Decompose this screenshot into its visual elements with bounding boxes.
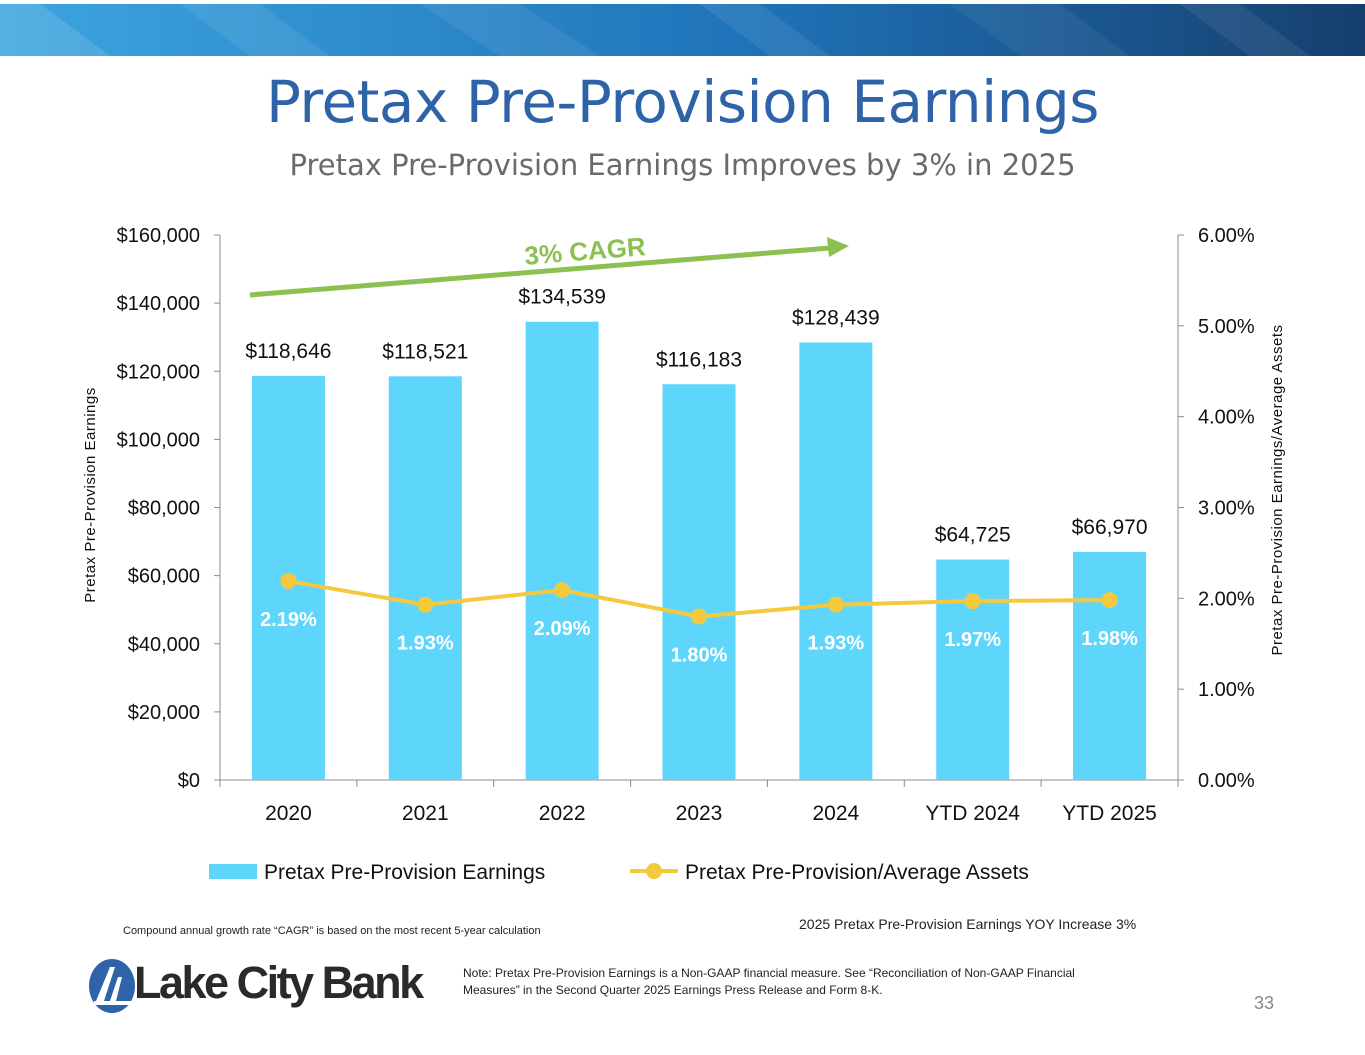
left-tick-label: $160,000 bbox=[117, 225, 200, 247]
legend-line-marker bbox=[646, 863, 662, 879]
ratio-point bbox=[417, 596, 434, 613]
logo-emblem-icon bbox=[89, 959, 135, 1013]
earnings-chart: $0 $20,000 $40,000 $60,000 $80,000 $100,000 $1… bbox=[82, 225, 1286, 884]
right-tick-label: 0.00% bbox=[1198, 770, 1255, 792]
left-tick-label: $80,000 bbox=[128, 498, 200, 520]
right-tick-label: 3.00% bbox=[1198, 498, 1255, 520]
left-tick-label: $140,000 bbox=[117, 293, 200, 315]
bar bbox=[388, 376, 462, 780]
cagr-arrow-line bbox=[249, 245, 831, 298]
ratio-label: 2.19% bbox=[260, 609, 317, 631]
bar bbox=[525, 321, 599, 780]
bar bbox=[1073, 551, 1147, 780]
ratio-label: 1.93% bbox=[807, 633, 864, 655]
category-label: 2024 bbox=[812, 802, 859, 825]
ratio-label: 1.97% bbox=[944, 629, 1001, 651]
left-tick-label: $100,000 bbox=[117, 429, 200, 451]
right-tick-label: 6.00% bbox=[1198, 225, 1255, 247]
yoy-note: 2025 Pretax Pre-Provision Earnings YOY I… bbox=[799, 916, 1137, 932]
ratio-point bbox=[280, 573, 297, 590]
category-label: 2022 bbox=[539, 802, 586, 825]
right-tick-label: 2.00% bbox=[1198, 588, 1255, 610]
right-tick-label: 4.00% bbox=[1198, 407, 1255, 429]
page-title: Pretax Pre-Provision Earnings bbox=[265, 68, 1100, 136]
ratio-point bbox=[964, 593, 981, 610]
bar-value-label: $134,539 bbox=[518, 286, 606, 309]
bar-value-label: $116,183 bbox=[656, 348, 742, 371]
bar bbox=[799, 342, 873, 780]
category-label: 2021 bbox=[402, 802, 449, 825]
category-label: 2020 bbox=[265, 802, 312, 825]
bar-value-label: $118,646 bbox=[245, 340, 331, 363]
legend-line-label: Pretax Pre-Provision/Average Assets bbox=[685, 861, 1029, 884]
page-number: 33 bbox=[1254, 993, 1275, 1013]
category-label: YTD 2025 bbox=[1062, 802, 1157, 825]
ratio-label: 1.93% bbox=[397, 633, 454, 655]
left-tick-label: $120,000 bbox=[117, 361, 200, 383]
left-axis-title: Pretax Pre-Provision Earnings bbox=[82, 387, 99, 602]
bar bbox=[662, 384, 736, 780]
ratio-label: 1.98% bbox=[1081, 628, 1138, 650]
lake-city-bank-logo: Lake City Bank bbox=[88, 955, 424, 1017]
cagr-arrow-head bbox=[827, 237, 849, 257]
bar-value-label: $128,439 bbox=[792, 307, 880, 330]
left-tick-label: $20,000 bbox=[128, 702, 200, 724]
ratio-label: 2.09% bbox=[534, 618, 591, 640]
bar-value-label: $118,521 bbox=[382, 340, 468, 363]
header-banner bbox=[0, 4, 1365, 56]
ratio-point bbox=[827, 596, 844, 613]
ratio-point bbox=[554, 582, 571, 599]
bar bbox=[936, 559, 1010, 780]
ratio-point bbox=[1101, 592, 1118, 609]
page-subtitle: Pretax Pre-Provision Earnings Improves b… bbox=[289, 148, 1076, 182]
category-label: YTD 2024 bbox=[925, 802, 1020, 825]
left-tick-label: $40,000 bbox=[128, 634, 200, 656]
legend-bar-label: Pretax Pre-Provision Earnings bbox=[264, 861, 545, 884]
ratio-label: 1.80% bbox=[671, 645, 728, 667]
ratio-point bbox=[691, 608, 707, 625]
non-gaap-note: Note: Pretax Pre-Provision Earnings is a… bbox=[463, 966, 1075, 997]
left-tick-label: $0 bbox=[178, 770, 200, 792]
right-tick-label: 1.00% bbox=[1198, 679, 1255, 701]
category-label: 2023 bbox=[676, 802, 723, 825]
cagr-footnote: Compound annual growth rate “CAGR” is ba… bbox=[123, 925, 541, 937]
legend-bar-swatch bbox=[209, 864, 257, 879]
right-axis-title: Pretax Pre-Provision Earnings/Average As… bbox=[1269, 324, 1286, 655]
left-tick-label: $60,000 bbox=[128, 566, 200, 588]
right-tick-label: 5.00% bbox=[1198, 316, 1255, 338]
bar-value-label: $66,970 bbox=[1072, 516, 1148, 539]
bar-value-label: $64,725 bbox=[935, 524, 1011, 547]
logo-wordmark: Lake City Bank bbox=[134, 957, 424, 1008]
